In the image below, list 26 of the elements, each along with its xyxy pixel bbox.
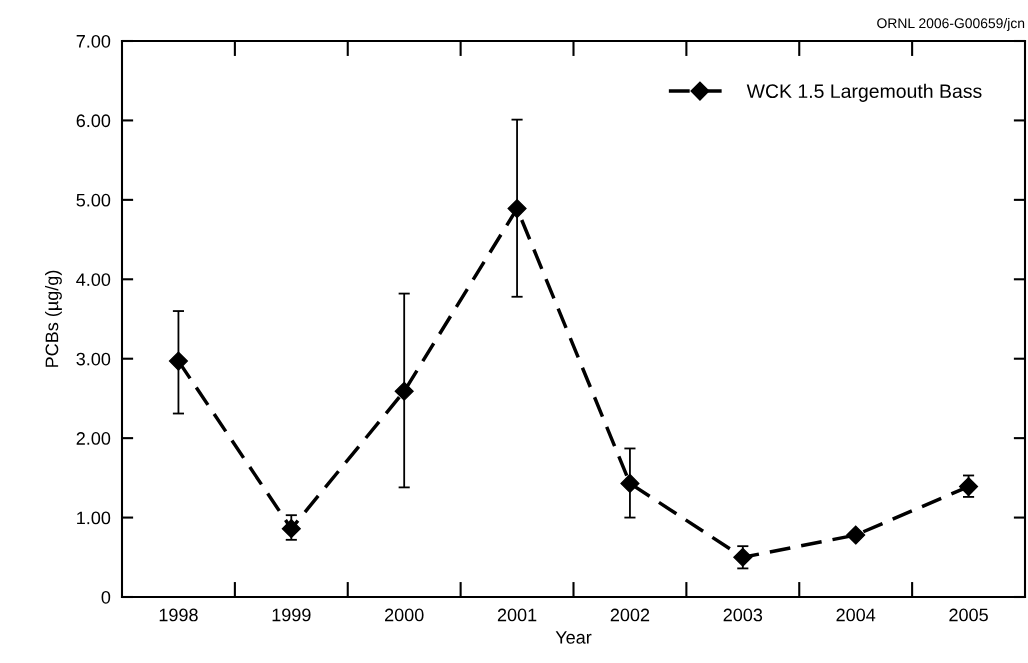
text: ORNL 2006-G00659/jcn [877, 17, 1025, 31]
point [394, 381, 414, 401]
x-tick-label: 2002 [610, 608, 650, 622]
point [507, 199, 527, 219]
y-tick-label: 5.00 [76, 193, 111, 207]
y-tick-label: 1.00 [77, 511, 111, 525]
y-tick-label: 2.00 [76, 432, 111, 445]
y-tick-label: 7.00 [76, 34, 111, 48]
legend-label: WCK 1.5 Largemouth Bass [746, 83, 982, 102]
y-tick-label: 6.00 [76, 114, 111, 128]
point [281, 519, 301, 539]
y-tick-label: 0 [101, 590, 111, 604]
point [846, 525, 866, 545]
x-tick-label: 2001 [497, 608, 537, 622]
x-tick-label: 2005 [949, 608, 988, 622]
y-tick-label: 3.00 [76, 352, 111, 366]
x-tick-label: 2000 [385, 608, 424, 622]
x-tick-label: 1998 [159, 608, 198, 622]
x-tick-label: 1999 [272, 608, 311, 622]
x-tick-label: 2003 [723, 608, 763, 622]
point [168, 351, 188, 371]
x-axis-title: Year [555, 631, 592, 644]
x-tick-label: 2004 [836, 608, 876, 622]
point [620, 473, 640, 493]
y-axis-title: PCBs (µg/g) [45, 270, 62, 367]
y-tick-label: 4.00 [76, 273, 111, 287]
